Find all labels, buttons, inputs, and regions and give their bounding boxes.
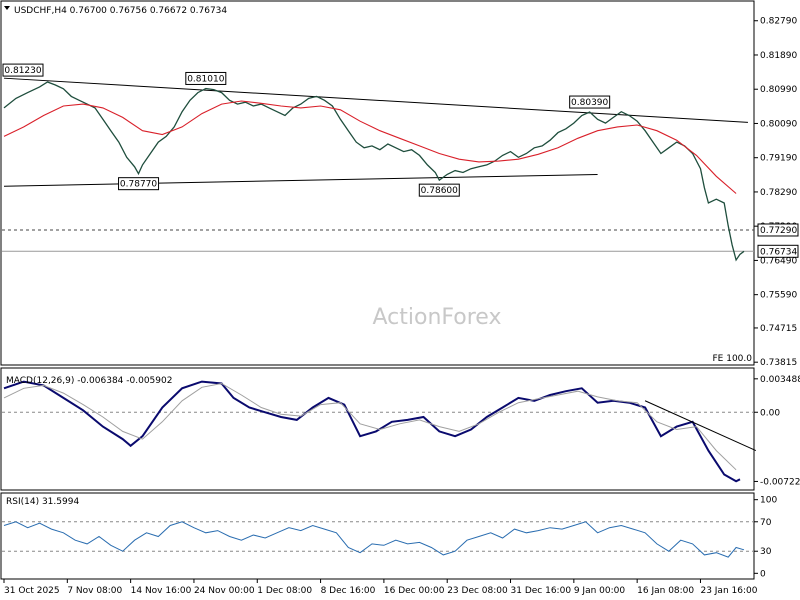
pivot-label: 0.78600 (421, 186, 458, 196)
rsi-y-tick-label: 0 (760, 569, 766, 579)
level-price-label: 0.77290 (760, 226, 797, 236)
macd-panel: 0.003488 0.00 -0.00722€ (2, 375, 800, 487)
price-y-tick-label: 0.80090 (760, 119, 797, 129)
x-tick-label: 16 Dec 00:00 (384, 586, 445, 596)
macd-signal-line (3, 382, 737, 471)
price-y-tick-label: 0.80990 (760, 85, 797, 95)
rsi-line (3, 521, 745, 558)
macd-line (3, 380, 741, 483)
rsi-y-tick-label: 30 (760, 547, 772, 557)
macd-y-tick-label: -0.00722€ (760, 477, 800, 487)
level-price-box (757, 244, 799, 258)
price-y-tick-label: 0.79190 (760, 154, 797, 164)
x-axis: 31 Oct 2025 7 Nov 08:00 14 Nov 16:00 24 Nov… (3, 579, 758, 596)
moving-average-line (3, 100, 737, 194)
price-header: USDCHF,H4 0.76700 0.76756 0.76672 0.7673… (14, 6, 227, 16)
pivot-label: 0.81230 (4, 66, 41, 76)
rsi-panel-frame (0, 492, 755, 580)
pivot-label-box (185, 71, 227, 85)
pivot-label-box (418, 183, 460, 197)
pivot-label: 0.78770 (120, 180, 157, 190)
x-tick-label: 9 Jan 00:00 (574, 586, 626, 596)
pivot-label-box (2, 63, 44, 77)
level-price-label: 0.76734 (760, 247, 797, 257)
price-y-tick-label: 0.81890 (760, 51, 797, 61)
price-trendline (3, 77, 748, 123)
pivot-label: 0.81010 (187, 74, 224, 84)
macd-header: MACD(12,26,9) -0.006384 -0.005902 (6, 376, 172, 386)
pivot-label-box (118, 177, 160, 191)
x-tick-label: 7 Nov 08:00 (67, 586, 122, 596)
x-tick-label: 16 Jan 08:00 (637, 586, 694, 596)
price-y-tick-label: 0.75590 (760, 291, 797, 301)
rsi-y-tick-label: 100 (760, 496, 777, 506)
x-tick-label: 8 Dec 16:00 (321, 586, 376, 596)
x-tick-label: 31 Dec 16:00 (511, 586, 572, 596)
macd-y-tick-label: 0.003488 (760, 375, 800, 385)
x-tick-label: 14 Nov 16:00 (131, 586, 192, 596)
macd-panel-frame (0, 367, 755, 491)
rsi-panel: 100 70 30 0 (2, 496, 777, 579)
chart-menu-icon[interactable] (4, 6, 10, 10)
x-tick-label: 24 Nov 00:00 (194, 586, 255, 596)
rsi-header: RSI(14) 31.5994 (6, 497, 79, 507)
level-price-box (757, 223, 799, 237)
x-tick-label: 23 Dec 08:00 (447, 586, 508, 596)
price-panel-frame (0, 0, 755, 366)
pivot-label: 0.80390 (571, 98, 608, 108)
macd-trendline (644, 400, 757, 452)
price-panel: 0.82790 0.81890 0.80990 0.80090 0.79190 0.782… (2, 17, 799, 368)
price-trendline (3, 173, 598, 187)
price-y-tick-label: 0.74715 (760, 324, 797, 334)
price-series-line (3, 81, 745, 262)
macd-y-tick-label: 0.00 (760, 408, 780, 418)
watermark: ActionForex (373, 305, 502, 330)
pivot-label-box (569, 95, 611, 109)
price-y-tick-label: 0.78290 (760, 188, 797, 198)
x-tick-label: 1 Dec 08:00 (257, 586, 312, 596)
price-y-tick-label: 0.82790 (760, 17, 797, 27)
price-y-tick-label: 0.76490 (760, 256, 797, 266)
rsi-y-tick-label: 70 (760, 518, 772, 528)
x-tick-label: 23 Jan 16:00 (700, 586, 757, 596)
price-y-tick-label: 0.73815 (760, 358, 797, 368)
x-tick-label: 31 Oct 2025 (4, 586, 60, 596)
fe-label: FE 100.0 (713, 354, 753, 364)
